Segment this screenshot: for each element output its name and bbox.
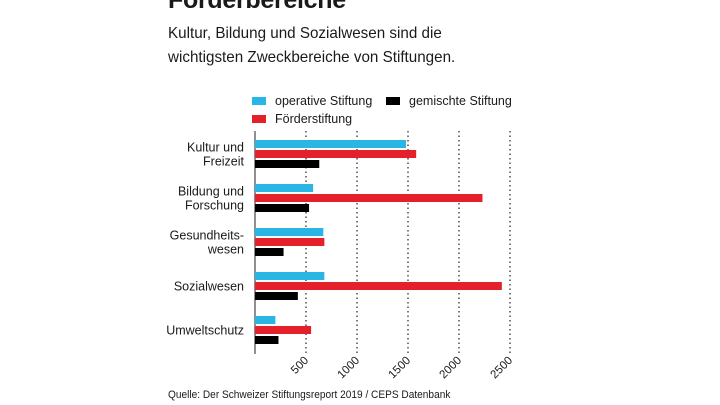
bar-förderstiftung (255, 150, 417, 158)
bar-gemischte-stiftung (255, 248, 284, 256)
legend-swatch (252, 97, 266, 105)
category-label: Kultur und (187, 141, 244, 155)
category-label: Sozialwesen (174, 280, 244, 294)
category-label: Gesundheits- (170, 229, 244, 243)
chart-title: Förderbereiche (168, 0, 346, 14)
bar-gemischte-stiftung (255, 160, 320, 168)
category-label: Freizeit (203, 155, 245, 169)
legend-label: Förderstiftung (275, 112, 352, 126)
x-axis-ticks: 500 1000 1500 2000 2500 (289, 355, 515, 382)
legend-label: operative Stiftung (275, 94, 372, 108)
chart-subtitle: Kultur, Bildung und Sozialwesen sind die… (168, 25, 456, 66)
bar-operative-stiftung (255, 140, 406, 148)
bars (255, 140, 502, 344)
legend-swatch (252, 115, 266, 123)
bar-gemischte-stiftung (255, 204, 310, 212)
bar-gemischte-stiftung (255, 336, 279, 344)
bar-förderstiftung (255, 326, 312, 334)
bar-gemischte-stiftung (255, 292, 298, 300)
bar-operative-stiftung (255, 228, 324, 236)
tick-label: 500 (289, 355, 311, 377)
category-label: Umweltschutz (166, 324, 244, 338)
bar-förderstiftung (255, 194, 483, 202)
category-label: Forschung (185, 199, 244, 213)
bar-förderstiftung (255, 238, 325, 246)
bar-operative-stiftung (255, 184, 314, 192)
bar-operative-stiftung (255, 272, 325, 280)
tick-label: 1000 (336, 355, 363, 382)
bar-operative-stiftung (255, 316, 276, 324)
source-note: Quelle: Der Schweizer Stiftungsreport 20… (168, 389, 451, 401)
category-label: Bildung und (178, 185, 244, 199)
category-label: wesen (207, 243, 244, 257)
tick-label: 2500 (489, 355, 516, 382)
tick-label: 1500 (387, 355, 414, 382)
legend-label: gemischte Stiftung (409, 94, 512, 108)
legend: operative Stiftung gemischte Stiftung Förd… (252, 94, 512, 126)
legend-swatch (386, 97, 400, 105)
bar-förderstiftung (255, 282, 502, 290)
tick-label: 2000 (438, 355, 465, 382)
